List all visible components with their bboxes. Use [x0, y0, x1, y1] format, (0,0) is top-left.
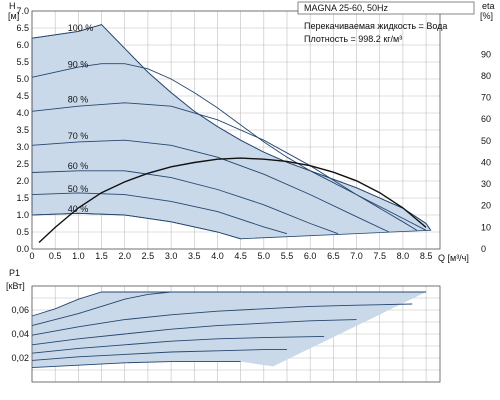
power-curve-series-4 [31, 335, 325, 354]
x-tick-label: 6.5 [327, 251, 340, 261]
y2-tick-label: 90 [481, 49, 491, 59]
speed-label-2: 80 % [68, 95, 89, 105]
p-y-tick-label: 0,02 [11, 353, 29, 363]
x-tick-label: 2.0 [118, 251, 131, 261]
p-y-tick-label: 0,06 [11, 305, 29, 315]
y-tick-label: 1.5 [16, 193, 29, 203]
y-tick-label: 6.5 [16, 23, 29, 33]
p-axis-unit: [кВт] [6, 281, 25, 291]
power-curve-series-6 [31, 361, 241, 369]
y-tick-label: 7.0 [16, 6, 29, 16]
y2-tick-label: 10 [481, 222, 491, 232]
y-tick-label: 5.5 [16, 57, 29, 67]
p-axis-label: P1 [9, 268, 20, 278]
x-tick-label: 8.0 [397, 251, 410, 261]
power-curve-series-2 [31, 303, 413, 336]
x-tick-label: 4.5 [234, 251, 247, 261]
main-plot-frame [31, 10, 441, 250]
y-tick-label: 0.5 [16, 227, 29, 237]
y2-tick-label: 80 [481, 71, 491, 81]
y-tick-label: 2.5 [16, 159, 29, 169]
head-curve-series-3 [31, 139, 390, 233]
x-axis-label: Q [м³/ч] [438, 253, 469, 263]
x-tick-label: 7.5 [373, 251, 386, 261]
speed-label-6: 40 % [68, 204, 89, 214]
y2-tick-label: 60 [481, 114, 491, 124]
speed-label-4: 60 % [68, 161, 89, 171]
x-tick-label: 6.0 [304, 251, 317, 261]
y-tick-label: 0.0 [16, 244, 29, 254]
x-tick-label: 0 [29, 251, 34, 261]
info-liquid: Перекачиваемая жидкость = Вода [304, 21, 447, 31]
x-tick-label: 2.5 [142, 251, 155, 261]
x-tick-label: 8.5 [420, 251, 433, 261]
power-plot-frame [31, 285, 441, 383]
y-axis-unit: [м] [8, 11, 19, 21]
chart-title: MAGNA 25-60, 50Hz [304, 3, 389, 13]
speed-label-5: 50 % [68, 184, 89, 194]
speed-label-1: 90 % [68, 60, 89, 70]
head-curve-series-2 [31, 102, 418, 231]
x-tick-label: 0.5 [49, 251, 62, 261]
y-tick-label: 2.0 [16, 176, 29, 186]
y-tick-label: 3.5 [16, 125, 29, 135]
y2-axis-unit: [%] [480, 11, 493, 21]
power-curve-series-3 [31, 319, 357, 346]
y-axis-label: H [9, 1, 16, 11]
x-tick-label: 3.5 [188, 251, 201, 261]
y-tick-label: 5.0 [16, 74, 29, 84]
y2-tick-label: 0 [481, 244, 486, 254]
x-tick-label: 5.5 [281, 251, 294, 261]
y-tick-label: 3.0 [16, 142, 29, 152]
y-tick-label: 4.5 [16, 91, 29, 101]
x-tick-label: 3.0 [165, 251, 178, 261]
y2-tick-label: 50 [481, 136, 491, 146]
power-curve-series-1 [31, 291, 403, 327]
p-y-tick-label: 0,04 [11, 329, 29, 339]
y-tick-label: 4.0 [16, 108, 29, 118]
head-curve-series-0 [31, 24, 432, 231]
x-tick-label: 4.0 [211, 251, 224, 261]
y2-tick-label: 40 [481, 157, 491, 167]
y2-tick-label: 20 [481, 201, 491, 211]
y-tick-label: 6.0 [16, 40, 29, 50]
y2-axis-label: eta [482, 1, 495, 11]
x-tick-label: 7.0 [350, 251, 363, 261]
speed-label-0: 100 % [68, 23, 94, 33]
head-curve-series-5 [31, 192, 288, 235]
title-box [297, 1, 475, 15]
x-tick-label: 1.5 [95, 251, 108, 261]
y-tick-label: 1.0 [16, 210, 29, 220]
power-curve-series-5 [31, 349, 287, 361]
operating-region [31, 24, 432, 240]
info-density: Плотность = 998.2 кг/м³ [304, 34, 402, 44]
x-tick-label: 1.0 [72, 251, 85, 261]
speed-label-3: 70 % [68, 131, 89, 141]
y2-tick-label: 70 [481, 93, 491, 103]
efficiency-curve [38, 157, 427, 244]
x-tick-label: 5.0 [258, 251, 271, 261]
y2-tick-label: 30 [481, 179, 491, 189]
head-curve-series-4 [31, 170, 339, 235]
power-operating-region [32, 292, 427, 368]
